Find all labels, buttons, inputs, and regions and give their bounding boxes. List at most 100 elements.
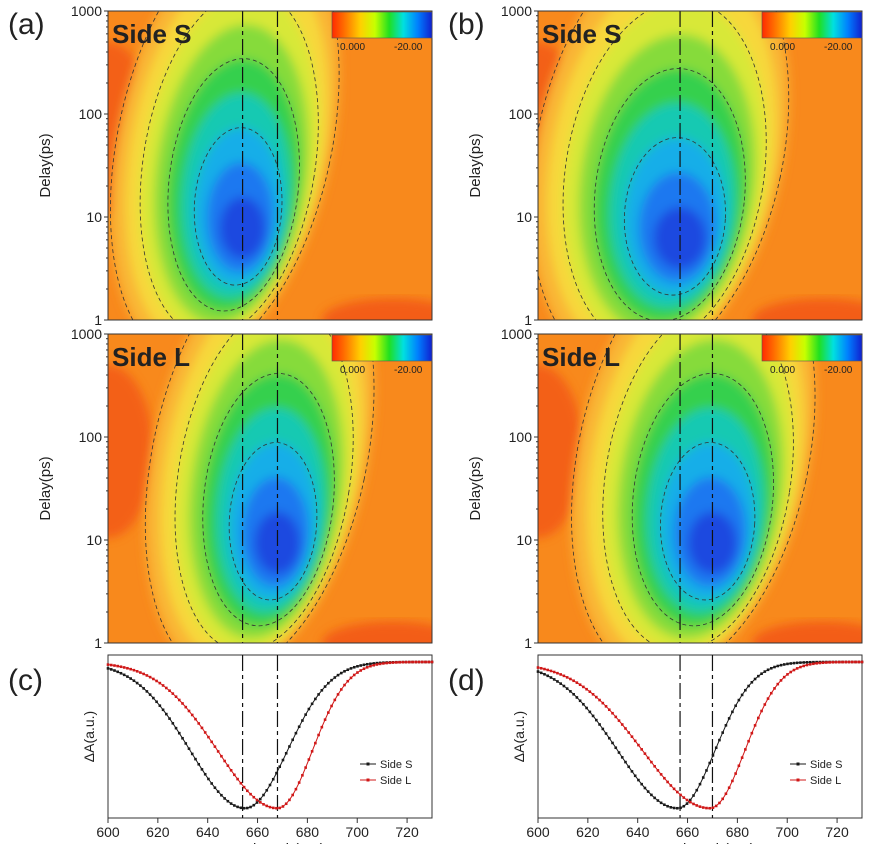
colorbar-tick-label: -20.00 [824,365,853,376]
contour-line [144,334,375,643]
line-plot-d: 600 620 640 660 680 700 720 Wavelength(nm) ΔA(a.… [511,654,864,844]
side-label: Side L [112,342,190,372]
colorbar-tick-label: 0.000 [340,365,365,376]
series-line [537,661,862,809]
x-tick-label: 700 [346,824,370,840]
edge-region [751,621,862,643]
series-line [537,661,862,809]
y-tick-label: 1 [524,635,532,651]
edge-region [108,364,154,538]
panel-label-layer: (a) (b) (c) (d) [8,8,485,697]
y-tick-label: 100 [509,429,533,445]
x-tick-label: 680 [296,824,320,840]
contour-fills [145,334,375,643]
y-tick-label: 1000 [71,326,102,342]
y-tick-label: 1000 [501,3,532,19]
x-tick-label: 640 [196,824,220,840]
legend-marker [796,778,800,782]
heatmap-a-bottom: 1 10 100 1000 Delay(ps) Side L 0.000 -20.00 [37,326,433,651]
y-axis-label: ΔA(a.u.) [511,711,527,762]
y-tick-label: 100 [79,106,103,122]
series-line [107,661,432,809]
contour-line [167,58,300,312]
legend-marker [366,762,370,766]
edge-region [538,364,584,538]
plot-frame [107,654,433,819]
heatmap-body [538,334,862,643]
x-tick-label: 640 [626,824,650,840]
contour-fills [571,334,816,643]
colorbar [761,334,863,362]
y-tick-label: 1000 [501,326,532,342]
contour-line [174,334,354,643]
x-tick-label: 720 [395,824,419,840]
x-tick-label: 620 [146,824,170,840]
panel-label-c: (c) [8,664,43,697]
colorbar-tick-label: 0.000 [770,42,795,53]
data-point [536,670,540,673]
y-tick-label: 100 [79,429,103,445]
contour-fills [110,11,340,320]
heatmap-body [538,11,862,320]
colorbar-tick-label: 0.000 [770,365,795,376]
plot-frame [537,10,863,321]
x-axis-label: Wavelength(nm) [215,841,324,844]
x-tick-label: 680 [726,824,750,840]
contour-line [139,11,319,320]
colorbar-tick-label: -20.00 [394,365,423,376]
panel-label-a: (a) [8,8,45,41]
y-axis-label: Delay(ps) [467,456,484,520]
edge-region [751,298,862,320]
x-tick-label: 700 [776,824,800,840]
legend-marker [796,762,800,766]
colorbar [761,11,863,39]
heatmap-b-top: 1 10 100 1000 Delay(ps) Side S 0.000 -20.00 [467,3,863,328]
contour-line [593,68,746,320]
y-tick-label: 1000 [71,3,102,19]
y-tick-label: 1 [94,312,102,328]
colorbar-tick-label: -20.00 [824,42,853,53]
contour-line [202,373,335,627]
legend-label: Side S [810,759,842,771]
contour-line [538,11,790,320]
colorbar-tick-label: 0.000 [340,42,365,53]
contour-line [562,11,767,320]
y-tick-label: 1 [94,635,102,651]
side-label: Side L [542,342,620,372]
x-tick-label: 600 [96,824,120,840]
contour-line [228,442,318,601]
side-label: Side S [542,19,621,49]
plot-frame [537,654,863,819]
y-tick-label: 100 [509,106,533,122]
heatmap-b-bottom: 1 10 100 1000 Delay(ps) Side L 0.000 -20.00 [467,326,863,651]
contour-line [623,137,726,296]
y-axis-label: Delay(ps) [37,456,54,520]
edge-region [321,298,432,320]
contour-lines [144,334,375,643]
x-tick-label: 600 [526,824,550,840]
colorbar-tick-label: -20.00 [394,42,423,53]
legend-label: Side S [380,759,412,771]
legend-label: Side L [810,775,841,787]
x-axis-label: Wavelength(nm) [645,841,754,844]
heatmap-body [108,11,432,320]
series-line [107,661,432,809]
panel-label-d: (d) [448,664,485,697]
legend-marker [366,778,370,782]
colorbar [331,11,433,39]
line-plot-c: 600 620 640 660 680 700 720 Wavelength(nm) ΔA(a.… [81,654,434,844]
contour-line [110,11,340,320]
data-point [536,666,540,669]
x-tick-label: 660 [676,824,700,840]
legend-label: Side L [380,775,411,787]
side-label: Side S [112,19,191,49]
colorbar [331,334,433,362]
plot-frame [537,333,863,644]
y-tick-label: 10 [86,532,102,548]
y-tick-label: 10 [516,532,532,548]
line-plot-layer: 600 620 640 660 680 700 720 Wavelength(nm) ΔA(a.… [81,654,864,844]
contour-line [571,334,816,643]
y-axis-label: Delay(ps) [467,133,484,197]
